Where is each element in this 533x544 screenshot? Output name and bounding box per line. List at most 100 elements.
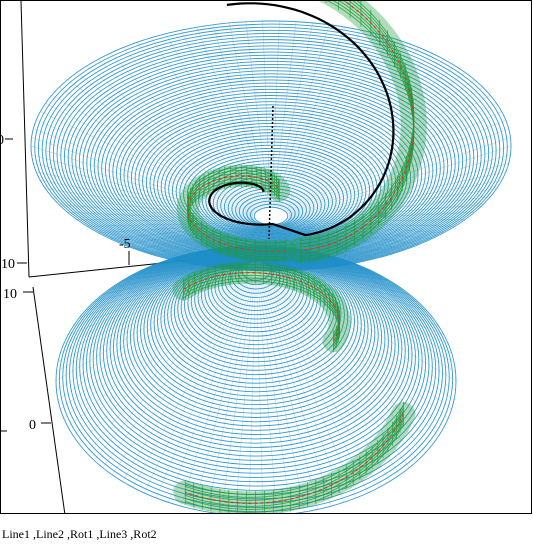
upper-surface-radial [45,103,255,213]
upper-surface-radial [286,212,475,222]
lower-surface-radial [261,276,344,503]
lower-surface-radial [144,275,249,493]
lower-surface-radial [122,274,247,482]
upper-surface-ring [179,144,363,241]
upper-surface-radial [287,103,497,213]
lower-surface-radial [207,249,253,262]
tick-label-left-upper-partial: 0 [1,133,4,148]
lower-surface-radial [194,252,252,262]
upper-surface-radial [33,163,254,218]
lower-surface-radial [168,276,251,503]
upper-surface-radial [276,27,346,207]
upper-surface-radial [279,37,392,208]
lower-surface-radial [57,269,243,400]
upper-surface-ring [242,197,300,228]
lower-tube-outer-core [185,413,404,504]
lower-surface-radial [79,272,244,445]
left-axis-upper [20,1,30,278]
upper-surface-radial [275,24,330,207]
upper-surface-radial [281,47,419,209]
upper-surface-radial [288,128,509,215]
lower-surface-radial [102,274,246,468]
upper-surface-radial [287,196,491,221]
tick-label-inner-axis: -5 [119,237,131,252]
plot-caption: Line1 ,Line2 ,Rot1 ,Line3 ,Rot2 [2,527,157,541]
tube-group [172,1,427,513]
upper-surface-ring [160,129,382,245]
upper-surface-radial [123,223,260,245]
upper-surface-radial [284,65,455,210]
lower-surface-radial [67,266,243,335]
lower-surface-radial [266,263,410,295]
tick-labels: 0 10 10 0 -5 [1,133,131,433]
upper-surface-radial [285,72,466,211]
upper-surface-radial [287,188,497,220]
upper-surface-radial [272,21,297,207]
lower-surface-radial [266,274,410,468]
upper-surface-radial [165,224,264,259]
upper-surface-radial [31,137,254,216]
lower-surface-radial [181,255,251,262]
lower-surface-radial [57,267,243,363]
lower-surface-radial [264,275,380,488]
upper-surface-radial [40,111,254,214]
upper-surface-radial [286,79,475,211]
lower-surface-radial [268,272,439,437]
axes-group [1,1,202,513]
lower-surface-radial [73,265,244,327]
tick-label-left-mid: 10 [1,257,15,272]
lower-surface-radial [168,259,250,262]
upper-surface-radial [51,95,255,213]
upper-surface-ring [171,138,371,243]
upper-surface-ring [250,203,292,226]
lower-surface-radial [256,276,264,513]
lower-surface-radial [94,264,245,302]
lower-tube-inner-core [182,271,341,342]
upper-surface-ring [253,206,289,226]
tick-label-left-lower: 0 [29,418,36,433]
upper-surface-radial [273,22,313,207]
lower-surface-radial [269,269,455,400]
lower-surface-radial [112,263,246,288]
upper-surface-radial [288,180,502,219]
lower-surface-radial [55,268,243,382]
upper-surface-radial [67,212,256,222]
lower-surface-radial [221,276,254,513]
lower-surface-radial [194,276,252,510]
upper-surface-radial [288,145,512,217]
upper-surface-radial [33,128,254,215]
lower-surface-radial [265,262,390,281]
lower-surface-radial [262,261,357,265]
upper-surface-radial [76,219,257,223]
upper-surface-ring [168,135,374,243]
upper-surface-ring [197,160,345,237]
lower-surface-radial [155,275,250,498]
upper-surface-ring [246,200,296,227]
upper-surface-radial [285,219,466,223]
lower-surface-radial [132,262,248,275]
upper-surface-ring [212,172,330,234]
lower-surface-radial [155,261,250,265]
upper-surface-radial [288,119,506,215]
upper-surface-radial [67,79,256,211]
lower-surface-radial [269,268,456,372]
upper-surface-radial [280,42,406,208]
upper-surface-radial [30,145,254,217]
upper-surface-radial [136,224,261,250]
lower-surface-radial [259,276,305,513]
lower-surface-radial [111,274,247,475]
lower-surface-radial [132,275,248,488]
lower-surface-radial [60,267,243,354]
lower-surface-radial [257,276,277,513]
upper-surface-radial [31,154,254,217]
upper-surface-ring [175,141,367,242]
upper-surface-radial [40,180,254,219]
upper-surface-ring [216,175,326,233]
upper-surface-radial [283,59,444,210]
surface-group [30,20,512,513]
lower-surface-radial [207,276,253,513]
upper-surface-radial [212,24,267,207]
lower-surface-radial [268,265,439,327]
upper-surface-radial [288,154,511,217]
left-axis-lower [32,286,66,513]
